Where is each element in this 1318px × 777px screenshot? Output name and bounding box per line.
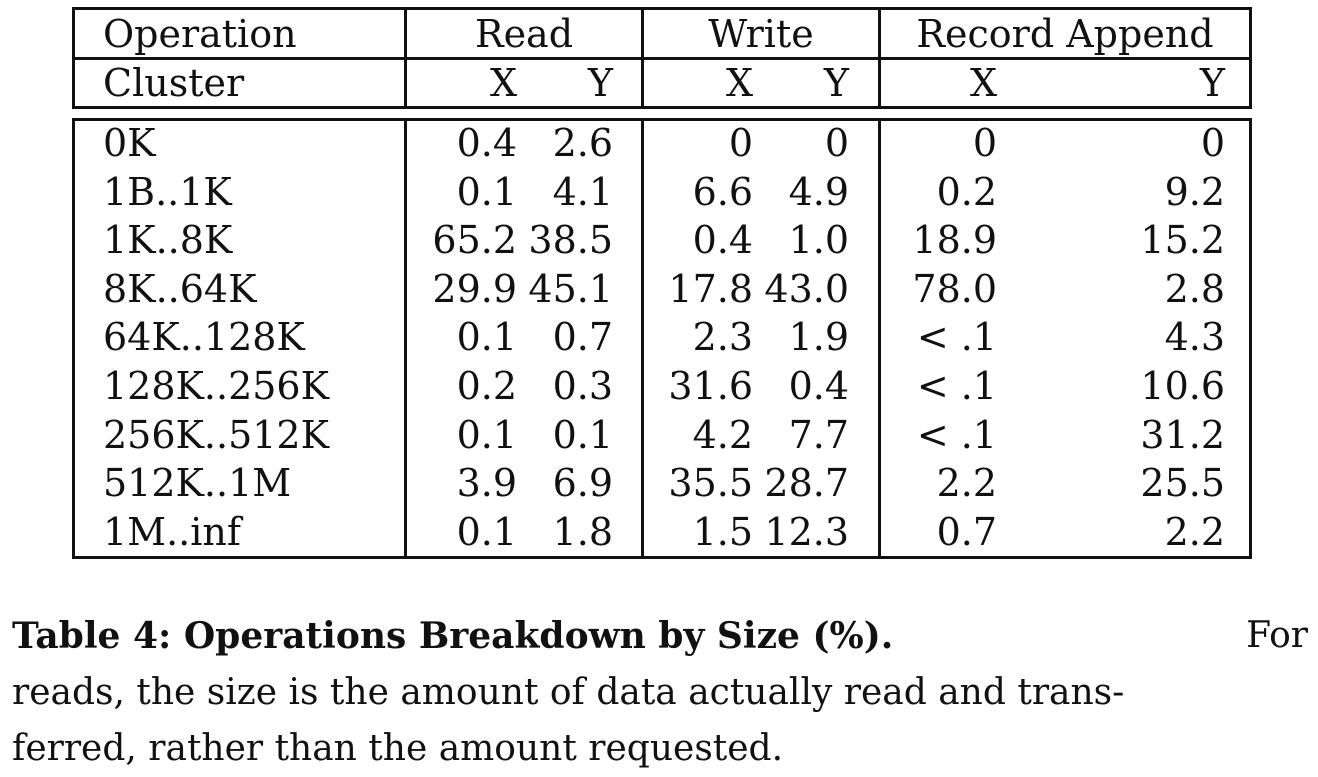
cluster-label: Cluster xyxy=(103,61,245,105)
cluster-size-cell: 8K..64K xyxy=(103,266,257,311)
value-cell-read-y: 4.1 xyxy=(552,169,613,214)
column-divider xyxy=(404,121,407,556)
caption-label: Table 4: Operations Breakdown by Size (%… xyxy=(12,615,894,657)
value-cell-read-x: 0.2 xyxy=(456,364,517,408)
value-cell-read-x: 0.1 xyxy=(456,169,517,214)
value-cell-write-y: 7.7 xyxy=(788,412,849,457)
value-cell-append-y: 15.2 xyxy=(1140,218,1225,263)
subheader-read-x: X xyxy=(489,61,517,105)
value-cell-write-y: 0.4 xyxy=(788,364,849,408)
caption-text-line1: For xyxy=(1246,615,1308,656)
value-cell-write-y: 1.0 xyxy=(788,218,849,263)
subheader-append-x: X xyxy=(969,61,997,105)
value-cell-write-y: 4.9 xyxy=(788,169,849,214)
value-cell-read-y: 45.1 xyxy=(528,266,613,311)
value-cell-append-y: 2.8 xyxy=(1164,266,1225,311)
value-cell-append-x: < .1 xyxy=(916,315,997,360)
caption-text-line2: reads, the size is the amount of data ac… xyxy=(12,672,1125,713)
value-cell-append-y: 0 xyxy=(1200,121,1225,165)
cluster-size-cell: 1B..1K xyxy=(103,169,232,214)
value-cell-read-x: 29.9 xyxy=(432,266,517,311)
value-cell-write-x: 17.8 xyxy=(668,266,753,311)
value-cell-write-x: 2.3 xyxy=(692,315,753,360)
cluster-size-cell: 64K..128K xyxy=(103,315,305,360)
value-cell-append-y: 31.2 xyxy=(1140,412,1225,457)
value-cell-write-y: 1.9 xyxy=(788,315,849,360)
value-cell-read-y: 38.5 xyxy=(528,218,613,263)
subheader-read-y: Y xyxy=(587,61,613,105)
column-divider xyxy=(878,121,881,556)
value-cell-write-x: 35.5 xyxy=(668,461,753,506)
value-cell-append-x: 18.9 xyxy=(912,218,997,263)
cluster-size-cell: 128K..256K xyxy=(103,364,329,408)
value-cell-read-y: 0.1 xyxy=(552,412,613,457)
value-cell-append-x: 0 xyxy=(972,121,997,165)
value-cell-append-y: 25.5 xyxy=(1140,461,1225,506)
value-cell-append-y: 9.2 xyxy=(1164,169,1225,214)
value-cell-append-y: 4.3 xyxy=(1164,315,1225,360)
value-cell-read-x: 0.1 xyxy=(456,315,517,360)
column-divider xyxy=(641,121,644,556)
value-cell-append-x: 78.0 xyxy=(912,266,997,311)
value-cell-append-x: < .1 xyxy=(916,364,997,408)
value-cell-read-y: 1.8 xyxy=(552,509,613,554)
table-body-box: 0K 0.4 2.6 0 0 0 0 1B..1K 0.1 4.1 6.6 4.9 0.2 9.2 1K..… xyxy=(72,118,1252,559)
value-cell-append-x: 0.2 xyxy=(936,169,997,214)
operation-label: Operation xyxy=(103,12,297,56)
value-cell-append-x: 0.7 xyxy=(936,509,997,554)
value-cell-read-y: 0.3 xyxy=(552,364,613,408)
value-cell-append-y: 2.2 xyxy=(1164,509,1225,554)
value-cell-write-y: 0 xyxy=(824,121,849,165)
value-cell-write-x: 4.2 xyxy=(692,412,753,457)
subheader-append-y: Y xyxy=(1199,61,1225,105)
cluster-size-cell: 512K..1M xyxy=(103,461,292,506)
value-cell-read-x: 0.1 xyxy=(456,412,517,457)
cluster-size-cell: 1K..8K xyxy=(103,218,233,263)
value-cell-write-x: 31.6 xyxy=(668,364,753,408)
value-cell-write-y: 43.0 xyxy=(764,266,849,311)
value-cell-write-x: 6.6 xyxy=(692,169,753,214)
group-write: Write xyxy=(708,12,814,56)
value-cell-write-x: 1.5 xyxy=(692,509,753,554)
value-cell-read-x: 65.2 xyxy=(432,218,517,263)
group-read: Read xyxy=(474,12,574,56)
subheader-write-x: X xyxy=(725,61,753,105)
group-record-append: Record Append xyxy=(916,12,1214,56)
value-cell-write-y: 28.7 xyxy=(764,461,849,506)
value-cell-read-x: 0.1 xyxy=(456,509,517,554)
value-cell-read-x: 3.9 xyxy=(456,461,517,506)
value-cell-write-x: 0.4 xyxy=(692,218,753,263)
value-cell-read-y: 2.6 xyxy=(552,121,613,165)
value-cell-read-y: 6.9 xyxy=(552,461,613,506)
value-cell-read-x: 0.4 xyxy=(456,121,517,165)
table-caption: Table 4: Operations Breakdown by Size (%… xyxy=(12,608,1308,777)
value-cell-append-x: 2.2 xyxy=(936,461,997,506)
cluster-size-cell: 1M..inf xyxy=(103,509,241,554)
value-cell-append-x: < .1 xyxy=(916,412,997,457)
header-divider xyxy=(75,57,1249,60)
table-header-box: Operation Read Write Record Append Clust… xyxy=(72,7,1252,109)
value-cell-write-x: 0 xyxy=(728,121,753,165)
subheader-write-y: Y xyxy=(823,61,849,105)
value-cell-read-y: 0.7 xyxy=(552,315,613,360)
value-cell-write-y: 12.3 xyxy=(764,509,849,554)
caption-text-line3: ferred, rather than the amount requested… xyxy=(12,728,784,769)
cluster-size-cell: 0K xyxy=(103,121,156,165)
cluster-size-cell: 256K..512K xyxy=(103,412,329,457)
value-cell-append-y: 10.6 xyxy=(1140,364,1225,408)
